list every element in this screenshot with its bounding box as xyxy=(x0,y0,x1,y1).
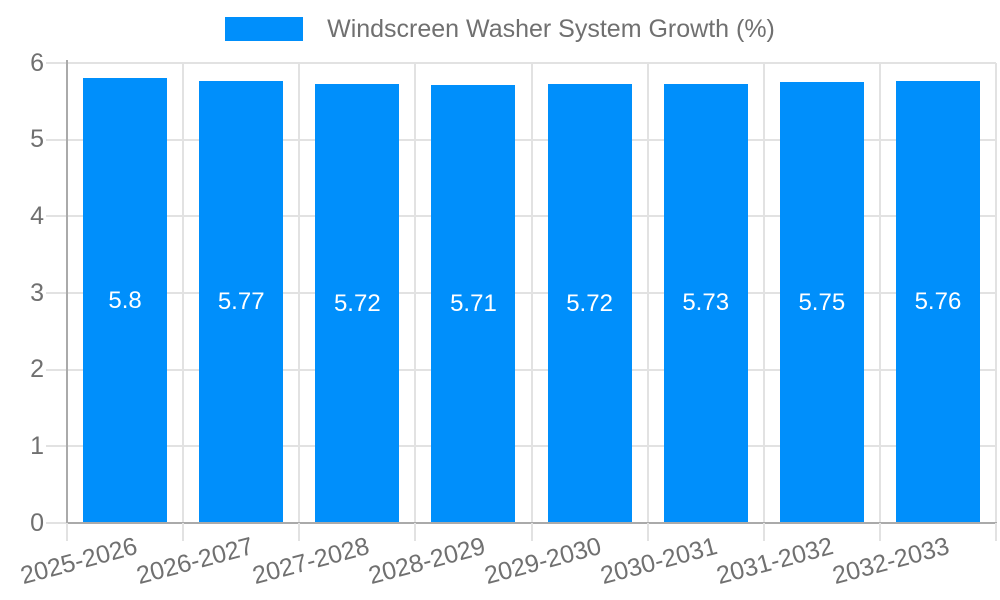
x-tick-mark xyxy=(182,523,185,541)
y-tick-mark xyxy=(46,138,66,141)
gridline-v xyxy=(995,63,997,523)
y-tick-label: 6 xyxy=(30,48,44,77)
y-axis-line xyxy=(66,60,68,541)
bar-column: 5.8 xyxy=(67,63,183,523)
bar[interactable]: 5.72 xyxy=(547,84,632,523)
legend[interactable]: Windscreen Washer System Growth (%) xyxy=(0,14,1000,44)
y-tick-label: 1 xyxy=(30,431,44,460)
bar-value-label: 5.73 xyxy=(682,289,730,317)
legend-swatch xyxy=(225,17,304,41)
y-tick-label: 4 xyxy=(30,201,44,230)
bar[interactable]: 5.72 xyxy=(315,84,400,523)
gridline-v xyxy=(646,63,649,523)
bar-column: 5.76 xyxy=(880,63,996,523)
x-tick-label: 2027-2028 xyxy=(249,532,373,591)
y-tick-label: 0 xyxy=(30,508,44,537)
gridline-v xyxy=(530,63,533,523)
x-tick-mark xyxy=(995,523,997,541)
y-tick-label: 2 xyxy=(30,355,44,384)
y-tick-label: 3 xyxy=(30,278,44,307)
x-tick-mark xyxy=(66,523,68,541)
bar-column: 5.77 xyxy=(183,63,299,523)
bar-value-label: 5.72 xyxy=(566,289,613,317)
bar[interactable]: 5.71 xyxy=(431,85,516,523)
y-tick-mark xyxy=(46,522,66,524)
bar[interactable]: 5.76 xyxy=(895,81,980,523)
y-tick-mark xyxy=(46,292,66,294)
bar-value-label: 5.75 xyxy=(798,288,846,316)
x-tick-label: 2029-2030 xyxy=(481,532,605,591)
gridline-v xyxy=(298,63,301,523)
bar-value-label: 5.77 xyxy=(217,287,265,315)
x-tick-label: 2026-2027 xyxy=(133,532,256,591)
x-tick-label: 2030-2031 xyxy=(597,532,721,591)
bar-value-label: 5.8 xyxy=(108,286,142,314)
x-tick-mark xyxy=(414,523,417,541)
gridline-v xyxy=(182,63,185,523)
bar[interactable]: 5.75 xyxy=(779,82,864,523)
bar[interactable]: 5.73 xyxy=(663,83,748,523)
x-tick-label: 2031-2032 xyxy=(713,532,837,591)
y-tick-mark xyxy=(46,445,66,448)
bar-column: 5.71 xyxy=(415,63,531,523)
bar-value-label: 5.76 xyxy=(914,288,962,316)
bar-value-label: 5.72 xyxy=(333,289,381,317)
x-tick-mark xyxy=(646,523,649,541)
y-tick-mark xyxy=(46,62,66,64)
bar-value-label: 5.71 xyxy=(450,290,497,318)
x-tick-mark xyxy=(762,523,765,541)
bar-column: 5.73 xyxy=(648,63,764,523)
plot-area: 5.8 5.77 5.72 5.71 5.72 5.73 5.75 5.76 xyxy=(67,62,997,524)
gridline-v xyxy=(762,63,765,523)
gridline-v xyxy=(414,63,417,523)
x-tick-label: 2028-2029 xyxy=(365,532,489,591)
bar-column: 5.72 xyxy=(299,63,415,523)
y-tick-mark xyxy=(46,368,66,371)
bar[interactable]: 5.77 xyxy=(199,80,284,523)
bar-column: 5.72 xyxy=(532,63,648,523)
gridline-v xyxy=(878,63,881,523)
bar-column: 5.75 xyxy=(764,63,880,523)
x-tick-mark xyxy=(530,523,533,541)
bar[interactable]: 5.8 xyxy=(83,78,168,523)
x-tick-label: 2025-2026 xyxy=(17,532,140,591)
x-tick-mark xyxy=(878,523,881,541)
x-tick-label: 2032-2033 xyxy=(829,532,953,591)
y-tick-mark xyxy=(46,215,66,218)
y-tick-label: 5 xyxy=(30,125,44,154)
x-tick-mark xyxy=(298,523,301,541)
legend-label: Windscreen Washer System Growth (%) xyxy=(327,15,775,43)
